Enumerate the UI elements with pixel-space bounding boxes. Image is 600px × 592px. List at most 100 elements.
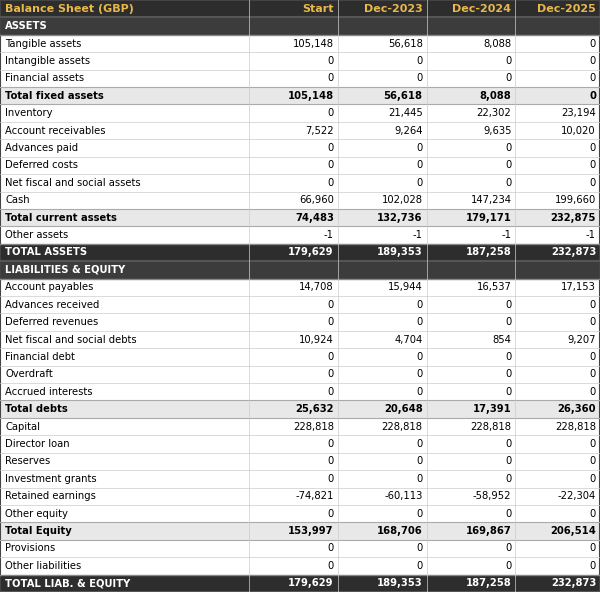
Text: 0: 0: [505, 56, 511, 66]
Text: 179,171: 179,171: [466, 213, 511, 223]
Bar: [0, 244, 600, 261]
Text: 206,514: 206,514: [550, 526, 596, 536]
Text: 0: 0: [416, 317, 422, 327]
Text: 22,302: 22,302: [476, 108, 511, 118]
Bar: [0, 488, 600, 505]
Text: 0: 0: [505, 387, 511, 397]
Bar: [0, 261, 600, 279]
Text: Other assets: Other assets: [5, 230, 68, 240]
Text: Tangible assets: Tangible assets: [5, 38, 82, 49]
Text: Cash: Cash: [5, 195, 29, 205]
Text: 0: 0: [505, 561, 511, 571]
Bar: [0, 87, 600, 104]
Text: 0: 0: [505, 352, 511, 362]
Text: 0: 0: [328, 108, 334, 118]
Text: 187,258: 187,258: [466, 247, 511, 258]
Bar: [0, 575, 600, 592]
Text: 199,660: 199,660: [555, 195, 596, 205]
Text: 0: 0: [590, 38, 596, 49]
Text: 105,148: 105,148: [293, 38, 334, 49]
Text: 0: 0: [590, 561, 596, 571]
Text: 179,629: 179,629: [289, 247, 334, 258]
Text: Deferred costs: Deferred costs: [5, 160, 78, 170]
Text: 232,875: 232,875: [551, 213, 596, 223]
Bar: [0, 418, 600, 435]
Bar: [0, 174, 600, 192]
Bar: [0, 383, 600, 400]
Text: 0: 0: [328, 369, 334, 379]
Text: 20,648: 20,648: [384, 404, 422, 414]
Text: Provisions: Provisions: [5, 543, 55, 554]
Text: 21,445: 21,445: [388, 108, 422, 118]
Text: 4,704: 4,704: [394, 334, 422, 345]
Bar: [0, 435, 600, 453]
Text: 0: 0: [328, 56, 334, 66]
Text: Other equity: Other equity: [5, 509, 68, 519]
Text: 0: 0: [328, 543, 334, 554]
Text: 0: 0: [416, 439, 422, 449]
Text: 0: 0: [505, 439, 511, 449]
Bar: [0, 400, 600, 418]
Text: Accrued interests: Accrued interests: [5, 387, 92, 397]
Bar: [0, 70, 600, 87]
Text: -1: -1: [586, 230, 596, 240]
Text: 0: 0: [416, 474, 422, 484]
Text: 0: 0: [328, 300, 334, 310]
Bar: [0, 348, 600, 366]
Text: 0: 0: [505, 73, 511, 83]
Text: 132,736: 132,736: [377, 213, 422, 223]
Text: -1: -1: [324, 230, 334, 240]
Text: 147,234: 147,234: [470, 195, 511, 205]
Text: Advances paid: Advances paid: [5, 143, 78, 153]
Bar: [0, 331, 600, 348]
Text: 228,818: 228,818: [555, 422, 596, 432]
Bar: [0, 313, 600, 331]
Text: 0: 0: [590, 160, 596, 170]
Text: 0: 0: [505, 509, 511, 519]
Bar: [0, 104, 600, 122]
Text: -1: -1: [413, 230, 422, 240]
Text: 0: 0: [328, 561, 334, 571]
Text: ASSETS: ASSETS: [5, 21, 48, 31]
Text: 0: 0: [505, 456, 511, 466]
Text: 0: 0: [416, 543, 422, 554]
Text: 189,353: 189,353: [377, 247, 422, 258]
Text: 15,944: 15,944: [388, 282, 422, 292]
Text: 0: 0: [589, 91, 596, 101]
Bar: [0, 0, 600, 17]
Text: 0: 0: [505, 474, 511, 484]
Text: 0: 0: [590, 143, 596, 153]
Text: Intangible assets: Intangible assets: [5, 56, 90, 66]
Text: 23,194: 23,194: [561, 108, 596, 118]
Text: 0: 0: [590, 369, 596, 379]
Text: 232,873: 232,873: [551, 578, 596, 588]
Text: Start: Start: [302, 4, 334, 14]
Text: Account payables: Account payables: [5, 282, 94, 292]
Text: 0: 0: [328, 143, 334, 153]
Text: 0: 0: [328, 387, 334, 397]
Text: Financial assets: Financial assets: [5, 73, 84, 83]
Text: 17,391: 17,391: [473, 404, 511, 414]
Text: -1: -1: [502, 230, 511, 240]
Text: 0: 0: [505, 160, 511, 170]
Text: 56,618: 56,618: [388, 38, 422, 49]
Text: Director loan: Director loan: [5, 439, 70, 449]
Text: 8,088: 8,088: [483, 38, 511, 49]
Text: 9,207: 9,207: [568, 334, 596, 345]
Text: -74,821: -74,821: [295, 491, 334, 501]
Text: Financial debt: Financial debt: [5, 352, 75, 362]
Text: -58,952: -58,952: [473, 491, 511, 501]
Text: Other liabilities: Other liabilities: [5, 561, 81, 571]
Text: Total Equity: Total Equity: [5, 526, 72, 536]
Text: 0: 0: [416, 456, 422, 466]
Text: TOTAL LIAB. & EQUITY: TOTAL LIAB. & EQUITY: [5, 578, 130, 588]
Text: 7,522: 7,522: [305, 126, 334, 136]
Text: 0: 0: [505, 143, 511, 153]
Bar: [0, 226, 600, 244]
Text: LIABILITIES & EQUITY: LIABILITIES & EQUITY: [5, 265, 125, 275]
Text: 0: 0: [590, 387, 596, 397]
Bar: [0, 35, 600, 52]
Text: 0: 0: [590, 474, 596, 484]
Bar: [0, 522, 600, 540]
Bar: [0, 366, 600, 383]
